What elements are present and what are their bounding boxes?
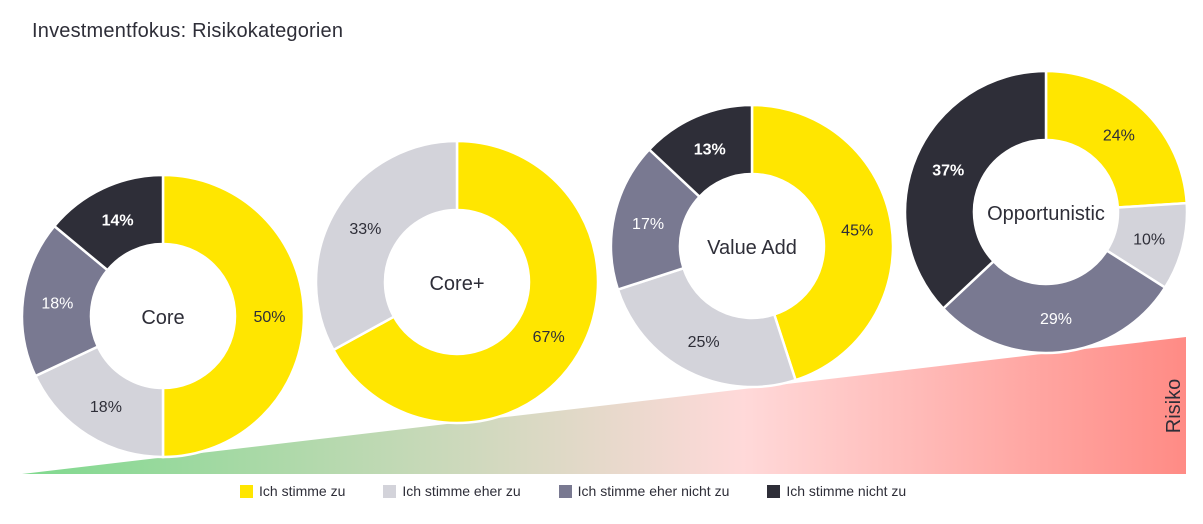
donut-slice <box>903 69 1048 311</box>
slice-value-label: 14% <box>102 213 134 230</box>
donut-slice <box>609 147 702 292</box>
risk-ramp <box>22 337 1186 474</box>
donut-slice <box>161 173 306 459</box>
slice-value-label: 18% <box>41 296 73 313</box>
legend-label: Ich stimme eher zu <box>402 483 521 499</box>
slice-value-label: 18% <box>90 399 122 416</box>
donut-slice <box>647 103 754 199</box>
donut-core-: 67% 33% Core+ <box>314 139 600 425</box>
slice-value-label: 13% <box>694 141 726 158</box>
slice-value-label: 17% <box>632 216 664 233</box>
donut-center-label: Core <box>141 307 184 329</box>
donut-center-label: Opportunistic <box>987 203 1105 225</box>
slice-value-label: 33% <box>349 221 381 238</box>
legend: Ich stimme zu Ich stimme eher zu Ich stimm… <box>240 483 944 499</box>
donut-slice <box>1044 69 1189 209</box>
legend-swatch <box>558 484 572 498</box>
donut-center-label: Core+ <box>429 273 484 295</box>
donut-slice <box>616 266 798 389</box>
donut-slice <box>941 248 1167 355</box>
legend-item: Ich stimme zu <box>240 483 345 499</box>
slice-value-label: 24% <box>1103 127 1135 144</box>
legend-item: Ich stimme eher zu <box>383 483 521 499</box>
donut-slice <box>33 344 165 459</box>
chart-title: Investmentfokus: Risikokategorien <box>32 20 344 42</box>
slice-value-label: 67% <box>533 329 565 346</box>
slice-value-label: 29% <box>1040 311 1072 328</box>
legend-item: Ich stimme eher nicht zu <box>558 483 730 499</box>
donut-opportunistic: 24% 10% 29% 37% Opportunistic <box>903 69 1189 355</box>
slice-value-label: 50% <box>253 309 285 326</box>
donut-value-add: 45% 25% 17% 13% Value Add <box>609 103 895 389</box>
donut-slice <box>331 139 600 425</box>
legend-swatch <box>240 484 253 498</box>
legend-label: Ich stimme zu <box>259 483 346 499</box>
legend-label: Ich stimme nicht zu <box>786 483 907 499</box>
slice-value-label: 37% <box>932 163 964 180</box>
legend-label: Ich stimme eher nicht zu <box>577 483 730 499</box>
legend-swatch <box>383 484 397 498</box>
donut-core: 50% 18% 18% 14% Core <box>20 173 306 459</box>
donut-center-label: Value Add <box>707 237 797 259</box>
legend-swatch <box>767 484 781 498</box>
slice-value-label: 10% <box>1133 231 1165 248</box>
legend-item: Ich stimme nicht zu <box>767 483 906 499</box>
slice-value-label: 25% <box>688 334 720 351</box>
donut-chart: Risiko 50% 18% 18% 14% Core 67% 33% Core+ 45% 25%… <box>20 69 1189 474</box>
donut-slice <box>20 224 110 378</box>
donut-slice <box>750 103 895 382</box>
donut-slice <box>314 139 459 352</box>
donut-slice <box>52 173 165 272</box>
slice-value-label: 45% <box>841 222 873 239</box>
risk-label: Risiko <box>1163 379 1185 433</box>
